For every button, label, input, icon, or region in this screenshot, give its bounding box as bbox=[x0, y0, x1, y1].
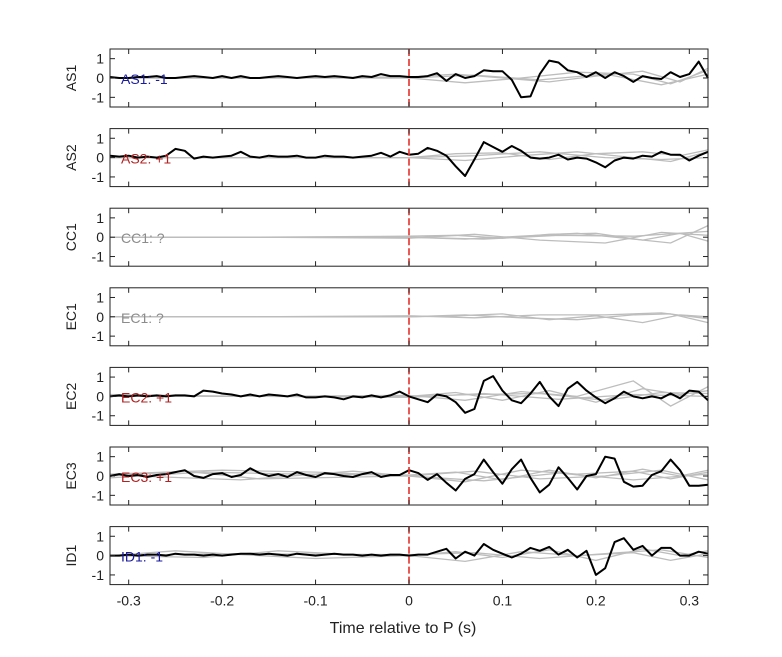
panel-ec1: -1 0 1 EC1 EC1: ? bbox=[63, 287, 709, 347]
x-tick-label: 0.3 bbox=[680, 593, 700, 609]
y-tick-label: 1 bbox=[96, 369, 104, 385]
y-tick-label: 0 bbox=[96, 388, 104, 404]
y-tick-label: 1 bbox=[96, 51, 104, 67]
x-tick-label: -0.2 bbox=[210, 593, 234, 609]
x-tick-label: -0.1 bbox=[304, 593, 328, 609]
panel-ec2: -1 0 1 EC2 EC2: +1 bbox=[63, 366, 709, 426]
panel-as1: -1 0 1 AS1 AS1: -1 bbox=[63, 48, 709, 108]
y-tick-label: 1 bbox=[96, 289, 104, 305]
y-tick-label: 0 bbox=[96, 70, 104, 86]
background-trace bbox=[110, 230, 709, 240]
panel-id1: -1 0 1 ID1 ID1: -1 bbox=[63, 526, 709, 586]
y-tick-label: -1 bbox=[92, 408, 105, 424]
y-tick-label: -1 bbox=[92, 249, 105, 265]
y-tick-label: 1 bbox=[96, 210, 104, 226]
y-axis-label: AS2 bbox=[63, 144, 79, 171]
x-tick-label: 0.2 bbox=[586, 593, 606, 609]
x-axis-label: Time relative to P (s) bbox=[330, 620, 477, 637]
panel-ec3: -1 0 1 EC3 EC3: +1 bbox=[63, 446, 709, 506]
y-axis-label: EC1 bbox=[63, 303, 79, 330]
panel-as2: -1 0 1 AS2 AS2: +1 bbox=[63, 128, 709, 188]
panel-cc1: -1 0 1 CC1 CC1: ? bbox=[63, 207, 709, 267]
background-trace bbox=[109, 548, 709, 562]
y-axis-label: EC3 bbox=[63, 462, 79, 489]
y-axis-label: EC2 bbox=[63, 383, 79, 410]
polarity-label: ID1: -1 bbox=[121, 549, 163, 565]
polarity-label: AS2: +1 bbox=[121, 151, 171, 167]
background-trace bbox=[109, 469, 709, 481]
background-trace bbox=[110, 312, 709, 320]
y-tick-label: 1 bbox=[96, 130, 104, 146]
polarity-label: AS1: -1 bbox=[121, 71, 168, 87]
y-axis-label: CC1 bbox=[63, 223, 79, 251]
polarity-label: CC1: ? bbox=[121, 230, 165, 246]
polarity-label: EC1: ? bbox=[121, 310, 164, 326]
panels: -1 0 1 AS1 AS1: -1 -1 0 1 AS2 AS2: +1 -1 0 1 CC1 CC1: … bbox=[63, 48, 709, 586]
y-tick-label: 0 bbox=[96, 548, 104, 564]
x-tick-label: 0.1 bbox=[493, 593, 513, 609]
x-tick-label: 0 bbox=[405, 593, 413, 609]
background-trace bbox=[109, 470, 709, 482]
y-tick-label: -1 bbox=[92, 567, 105, 583]
y-axis-label: ID1 bbox=[63, 544, 79, 566]
main-trace bbox=[110, 537, 709, 576]
y-tick-label: 0 bbox=[96, 150, 104, 166]
x-tick-label: -0.3 bbox=[117, 593, 141, 609]
y-tick-label: -1 bbox=[92, 169, 105, 185]
y-tick-label: 0 bbox=[96, 229, 104, 245]
main-trace bbox=[109, 59, 709, 99]
y-tick-label: 0 bbox=[96, 468, 104, 484]
polarity-label: EC2: +1 bbox=[121, 389, 172, 405]
x-axis: -0.3 -0.2 -0.1 0 0.1 0.2 0.3 bbox=[117, 593, 700, 609]
y-tick-label: -1 bbox=[92, 328, 105, 344]
background-trace bbox=[110, 73, 709, 86]
y-tick-label: 1 bbox=[96, 528, 104, 544]
main-trace bbox=[109, 375, 709, 414]
y-tick-label: -1 bbox=[92, 487, 105, 503]
y-axis-label: AS1 bbox=[63, 65, 79, 92]
y-tick-label: -1 bbox=[92, 89, 105, 105]
y-tick-label: 0 bbox=[96, 309, 104, 325]
y-tick-label: 1 bbox=[96, 449, 104, 465]
polarity-label: EC3: +1 bbox=[121, 469, 172, 485]
